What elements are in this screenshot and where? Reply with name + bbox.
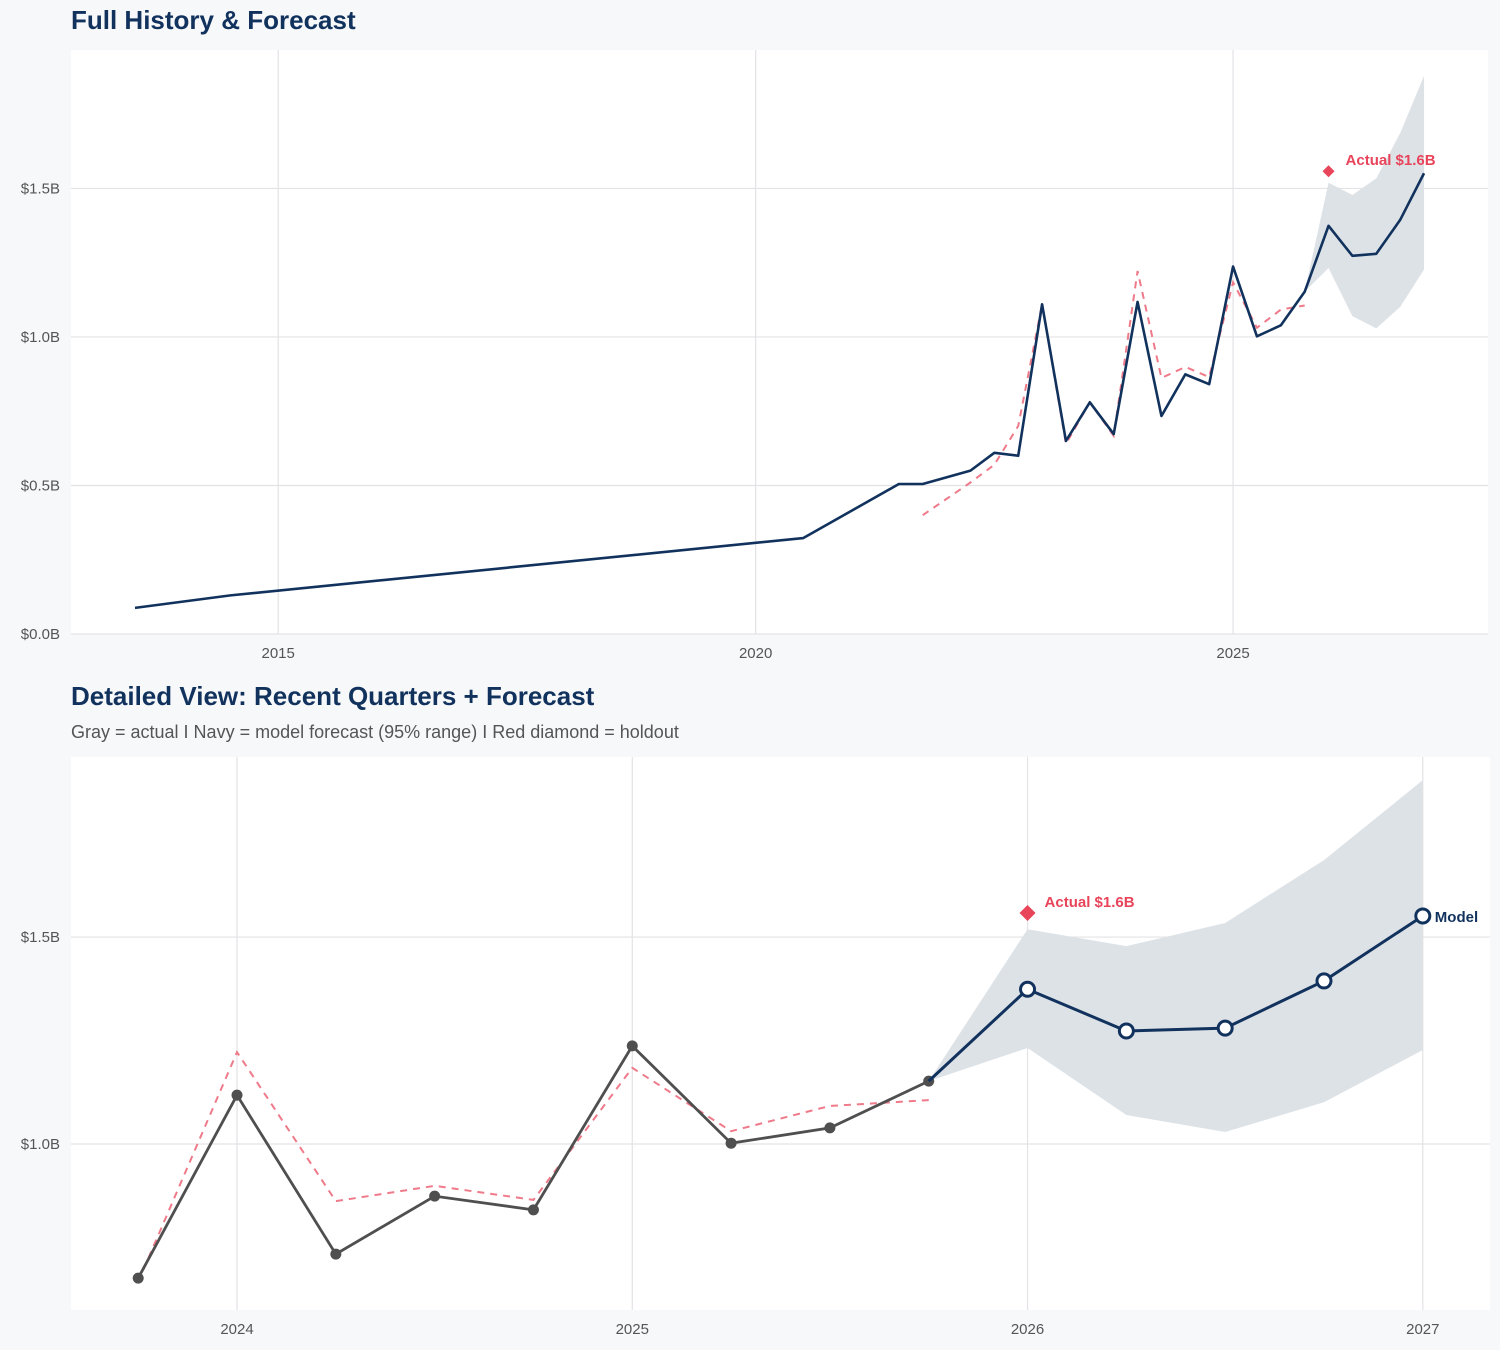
top-holdout-diamond — [1322, 165, 1335, 178]
bottom-x-tick-label: 2025 — [616, 1321, 649, 1338]
top-chart-title: Full History & Forecast — [71, 5, 356, 35]
bottom-forecast-point — [1019, 980, 1037, 998]
bottom-holdout-diamond — [1019, 905, 1036, 922]
bottom-x-tick-label: 2024 — [220, 1321, 253, 1338]
bottom-forecast-band — [928, 780, 1423, 1133]
bottom-actual-point — [626, 1040, 638, 1052]
bottom-forecast-line — [927, 914, 1424, 1083]
top-y-tick-label: $0.5B — [21, 477, 60, 494]
bottom-y-tick-label: $1.5B — [21, 929, 60, 946]
bottom-actual-point — [231, 1089, 243, 1101]
bottom-actual-point — [527, 1204, 539, 1216]
top-x-tick-label: 2020 — [739, 645, 772, 662]
bottom-x-tick-label: 2026 — [1011, 1321, 1044, 1338]
bottom-actual-point — [330, 1248, 342, 1260]
top-x-tick-label: 2015 — [262, 645, 295, 662]
bottom-y-tick-label: $1.0B — [21, 1136, 60, 1153]
bottom-chart-title: Detailed View: Recent Quarters + Forecas… — [71, 681, 595, 711]
bottom-forecast-point — [1117, 1022, 1135, 1040]
bottom-x-tick-label: 2027 — [1406, 1321, 1439, 1338]
top-y-tick-label: $0.0B — [21, 626, 60, 643]
bottom-series-label-model: Model — [1435, 909, 1478, 926]
top-plot-area — [71, 50, 1488, 634]
bottom-chart-subtitle: Gray = actual I Navy = model forecast (9… — [71, 722, 679, 742]
top-chart: 2015 2020 2025 $0.0B $0.5B $1.0B $1.5B Actual $… — [21, 50, 1488, 662]
bottom-actual-point — [725, 1137, 737, 1149]
bottom-actual-point — [824, 1122, 836, 1134]
bottom-forecast-point — [1216, 1019, 1234, 1037]
bottom-model-fit-line — [137, 1050, 929, 1283]
top-y-tick-label: $1.0B — [21, 329, 60, 346]
bottom-chart: 2024 2025 2026 2027 $1.0B $1.5B Model Actual $1… — [21, 757, 1490, 1338]
bottom-holdout-label: Actual $1.6B — [1045, 894, 1135, 911]
bottom-forecast-point — [1315, 972, 1333, 990]
bottom-forecast-point — [1414, 907, 1432, 925]
top-holdout-label: Actual $1.6B — [1346, 152, 1436, 169]
bottom-actual-point — [429, 1190, 441, 1202]
top-forecast-band — [1304, 75, 1425, 329]
top-y-tick-label: $1.5B — [21, 180, 60, 197]
bottom-actual-point — [132, 1272, 144, 1284]
top-x-tick-label: 2025 — [1216, 645, 1249, 662]
top-history-line — [134, 172, 1426, 610]
